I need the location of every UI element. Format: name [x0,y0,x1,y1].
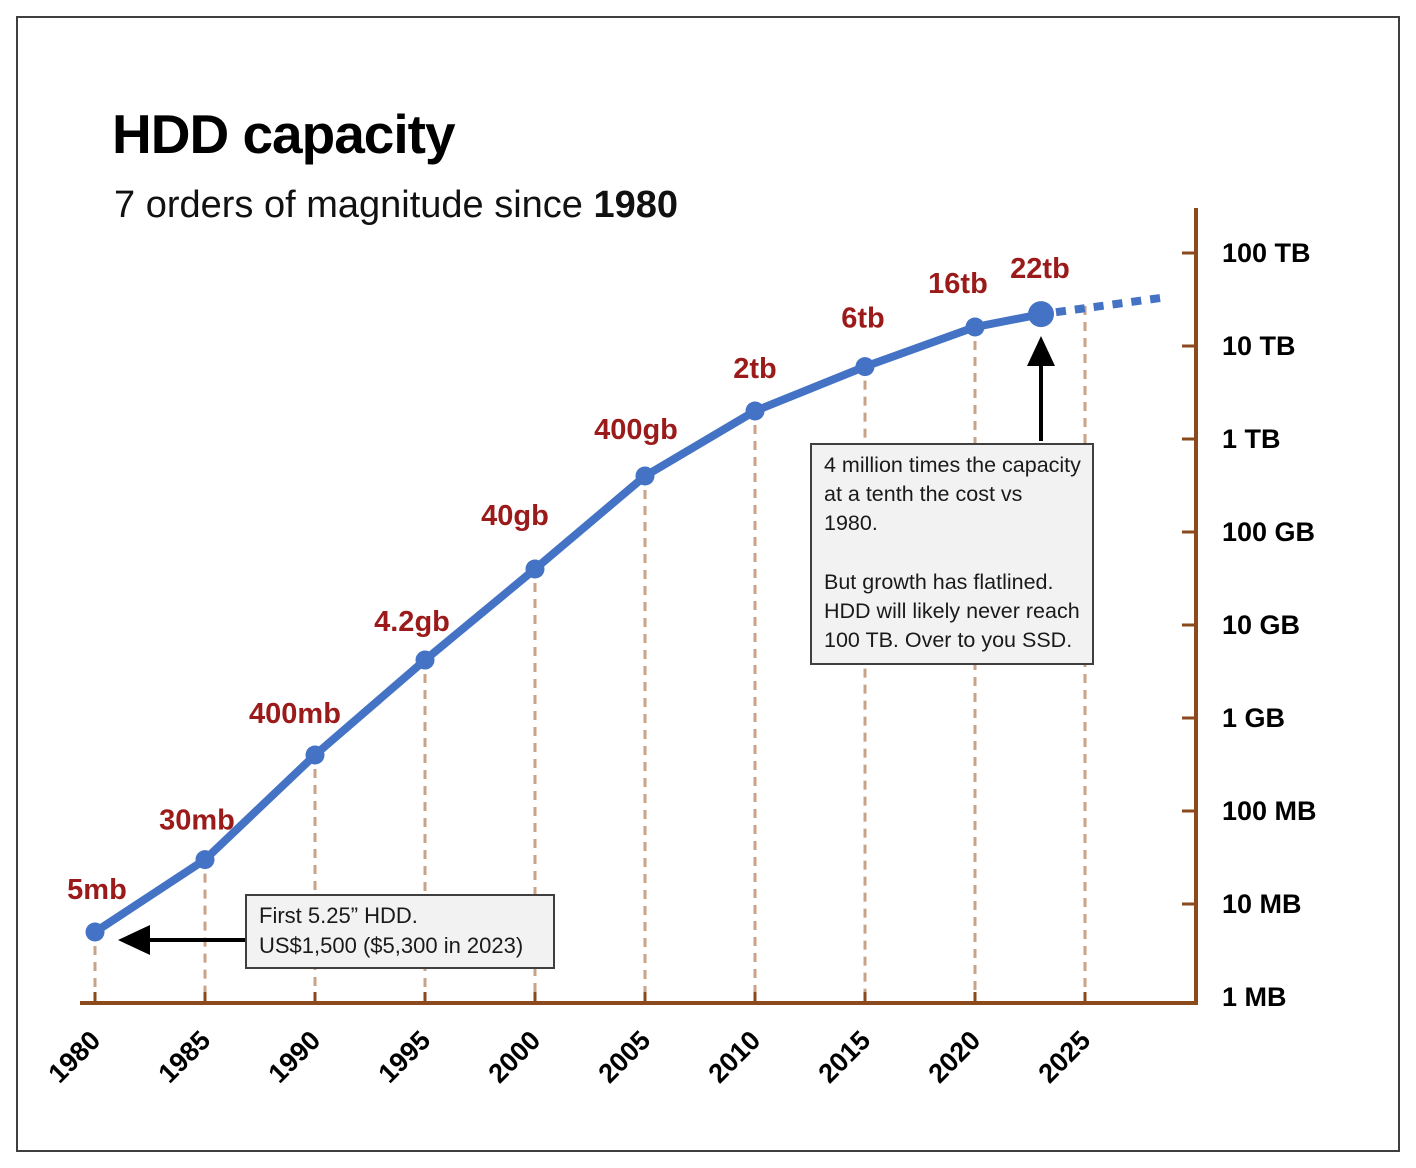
data-point-marker [855,357,875,377]
data-point-marker [305,745,325,765]
x-axis-tick-label: 1980 [43,1025,107,1089]
x-axis-tick-label: 1985 [153,1025,217,1089]
data-point-label: 2tb [733,353,777,385]
data-point-marker [965,317,985,337]
axis-lines [80,208,1198,1005]
data-point-marker [85,922,105,942]
y-axis-tick-label: 1 MB [1222,982,1287,1012]
data-point-label: 30mb [159,805,235,837]
y-axis-tick-label: 1 GB [1222,703,1285,733]
x-axis-tick-label: 2020 [923,1025,987,1089]
y-axis-tick-label: 10 TB [1222,331,1296,361]
first-hdd-callout: First 5.25” HDD. US$1,500 ($5,300 in 202… [245,894,555,970]
x-axis-tick-label: 1990 [263,1025,327,1089]
y-axis-tick-label: 100 GB [1222,517,1315,547]
chart-subtitle-text: 7 orders of magnitude since [114,183,594,226]
x-axis-tick-label: 2000 [483,1025,547,1089]
data-point-marker [525,559,545,579]
x-axis-tick-label: 1995 [373,1025,437,1089]
data-point-marker [195,850,215,870]
data-point-marker [415,650,435,670]
data-point-label: 40gb [481,500,549,532]
outer-border [16,16,1400,1152]
data-point-label: 4.2gb [374,606,450,638]
y-axis-tick-label: 100 MB [1222,796,1317,826]
growth-callout-paragraph-1: 4 million times the capacity at a tenth … [824,453,1081,536]
callout-arrow-head [1027,336,1055,366]
data-point-label: 16tb [928,268,988,300]
x-axis-tick-label: 2025 [1033,1025,1097,1089]
y-axis-tick-label: 10 GB [1222,610,1300,640]
series-line [91,310,1045,936]
y-axis-tick-label: 1 TB [1222,424,1281,454]
y-axis-tick-label: 10 MB [1222,889,1302,919]
callout-arrow-head [118,925,150,955]
x-axis-tick-label: 2010 [703,1025,767,1089]
y-axis-tick-label: 100 TB [1222,238,1311,268]
chart-subtitle: 7 orders of magnitude since 1980 [114,183,679,227]
data-point-label: 400gb [594,414,678,446]
data-point-marker [745,401,765,421]
data-point-label: 6tb [841,303,885,335]
growth-flatlined-callout: 4 million times the capacity at a tenth … [810,443,1094,666]
x-axis-tick-label: 2005 [593,1025,657,1089]
data-point-label: 5mb [67,874,127,906]
growth-callout-paragraph-2: But growth has flatlined. HDD will likel… [824,569,1080,653]
chart-title: HDD capacity [112,103,456,165]
data-point-label: 400mb [249,698,341,730]
first-hdd-callout-line1: First 5.25” HDD. [259,903,418,928]
chart-header: HDD capacity 7 orders of magnitude since… [112,104,678,226]
first-hdd-callout-line2: US$1,500 ($5,300 in 2023) [259,932,524,958]
x-axis-tick-label: 2015 [813,1025,877,1089]
projection-dotted-line [1055,293,1163,317]
data-point-marker [1028,301,1054,328]
data-point-marker [635,466,655,486]
chart-subtitle-year: 1980 [593,183,679,226]
data-point-label: 22tb [1010,253,1070,285]
